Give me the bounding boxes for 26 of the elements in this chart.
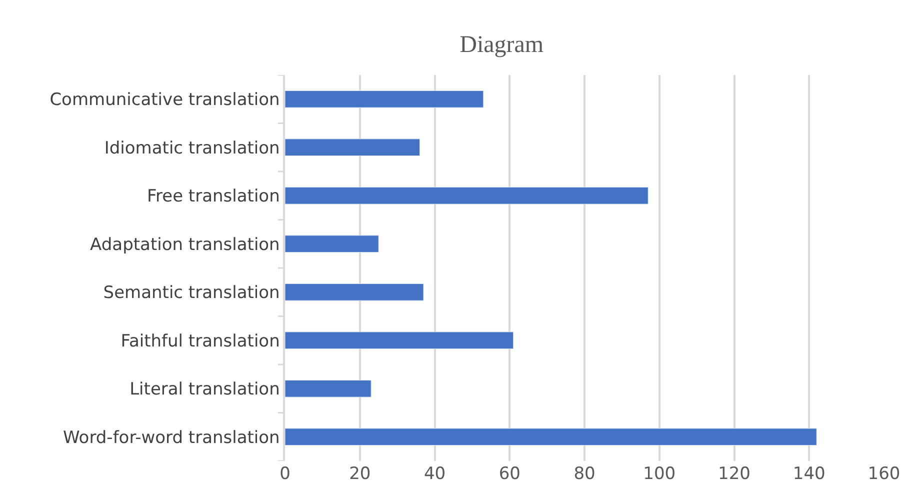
x-tick-label: 120 <box>718 464 750 484</box>
bar <box>285 380 372 398</box>
bar <box>285 235 379 253</box>
y-tick-label: Literal translation <box>130 380 280 400</box>
x-tick-label: 140 <box>792 464 826 484</box>
y-tick-label: Faithful translation <box>120 331 280 352</box>
y-tick-label: Semantic translation <box>103 283 280 304</box>
x-tick-label: 60 <box>498 464 520 484</box>
y-tick-label: Word-for-word translation <box>62 428 280 448</box>
x-tick-label: 40 <box>424 464 446 484</box>
x-tick-label: 80 <box>574 464 596 484</box>
bar <box>285 90 484 108</box>
x-tick-label: 0 <box>280 464 290 484</box>
chart-title: Diagram <box>460 32 544 58</box>
bar <box>285 138 420 156</box>
y-tick-label: Adaptation translation <box>90 234 280 255</box>
y-tick-label: Communicative translation <box>50 90 280 110</box>
y-tick-label: Idiomatic translation <box>104 138 280 158</box>
bar <box>285 428 817 446</box>
x-tick-label: 20 <box>349 464 371 484</box>
bar <box>285 283 424 301</box>
x-tick-label: 160 <box>868 464 900 484</box>
x-tick-label: 100 <box>643 464 676 484</box>
y-tick-label: Free translation <box>146 186 280 207</box>
bar <box>285 186 648 204</box>
bar <box>285 332 514 350</box>
